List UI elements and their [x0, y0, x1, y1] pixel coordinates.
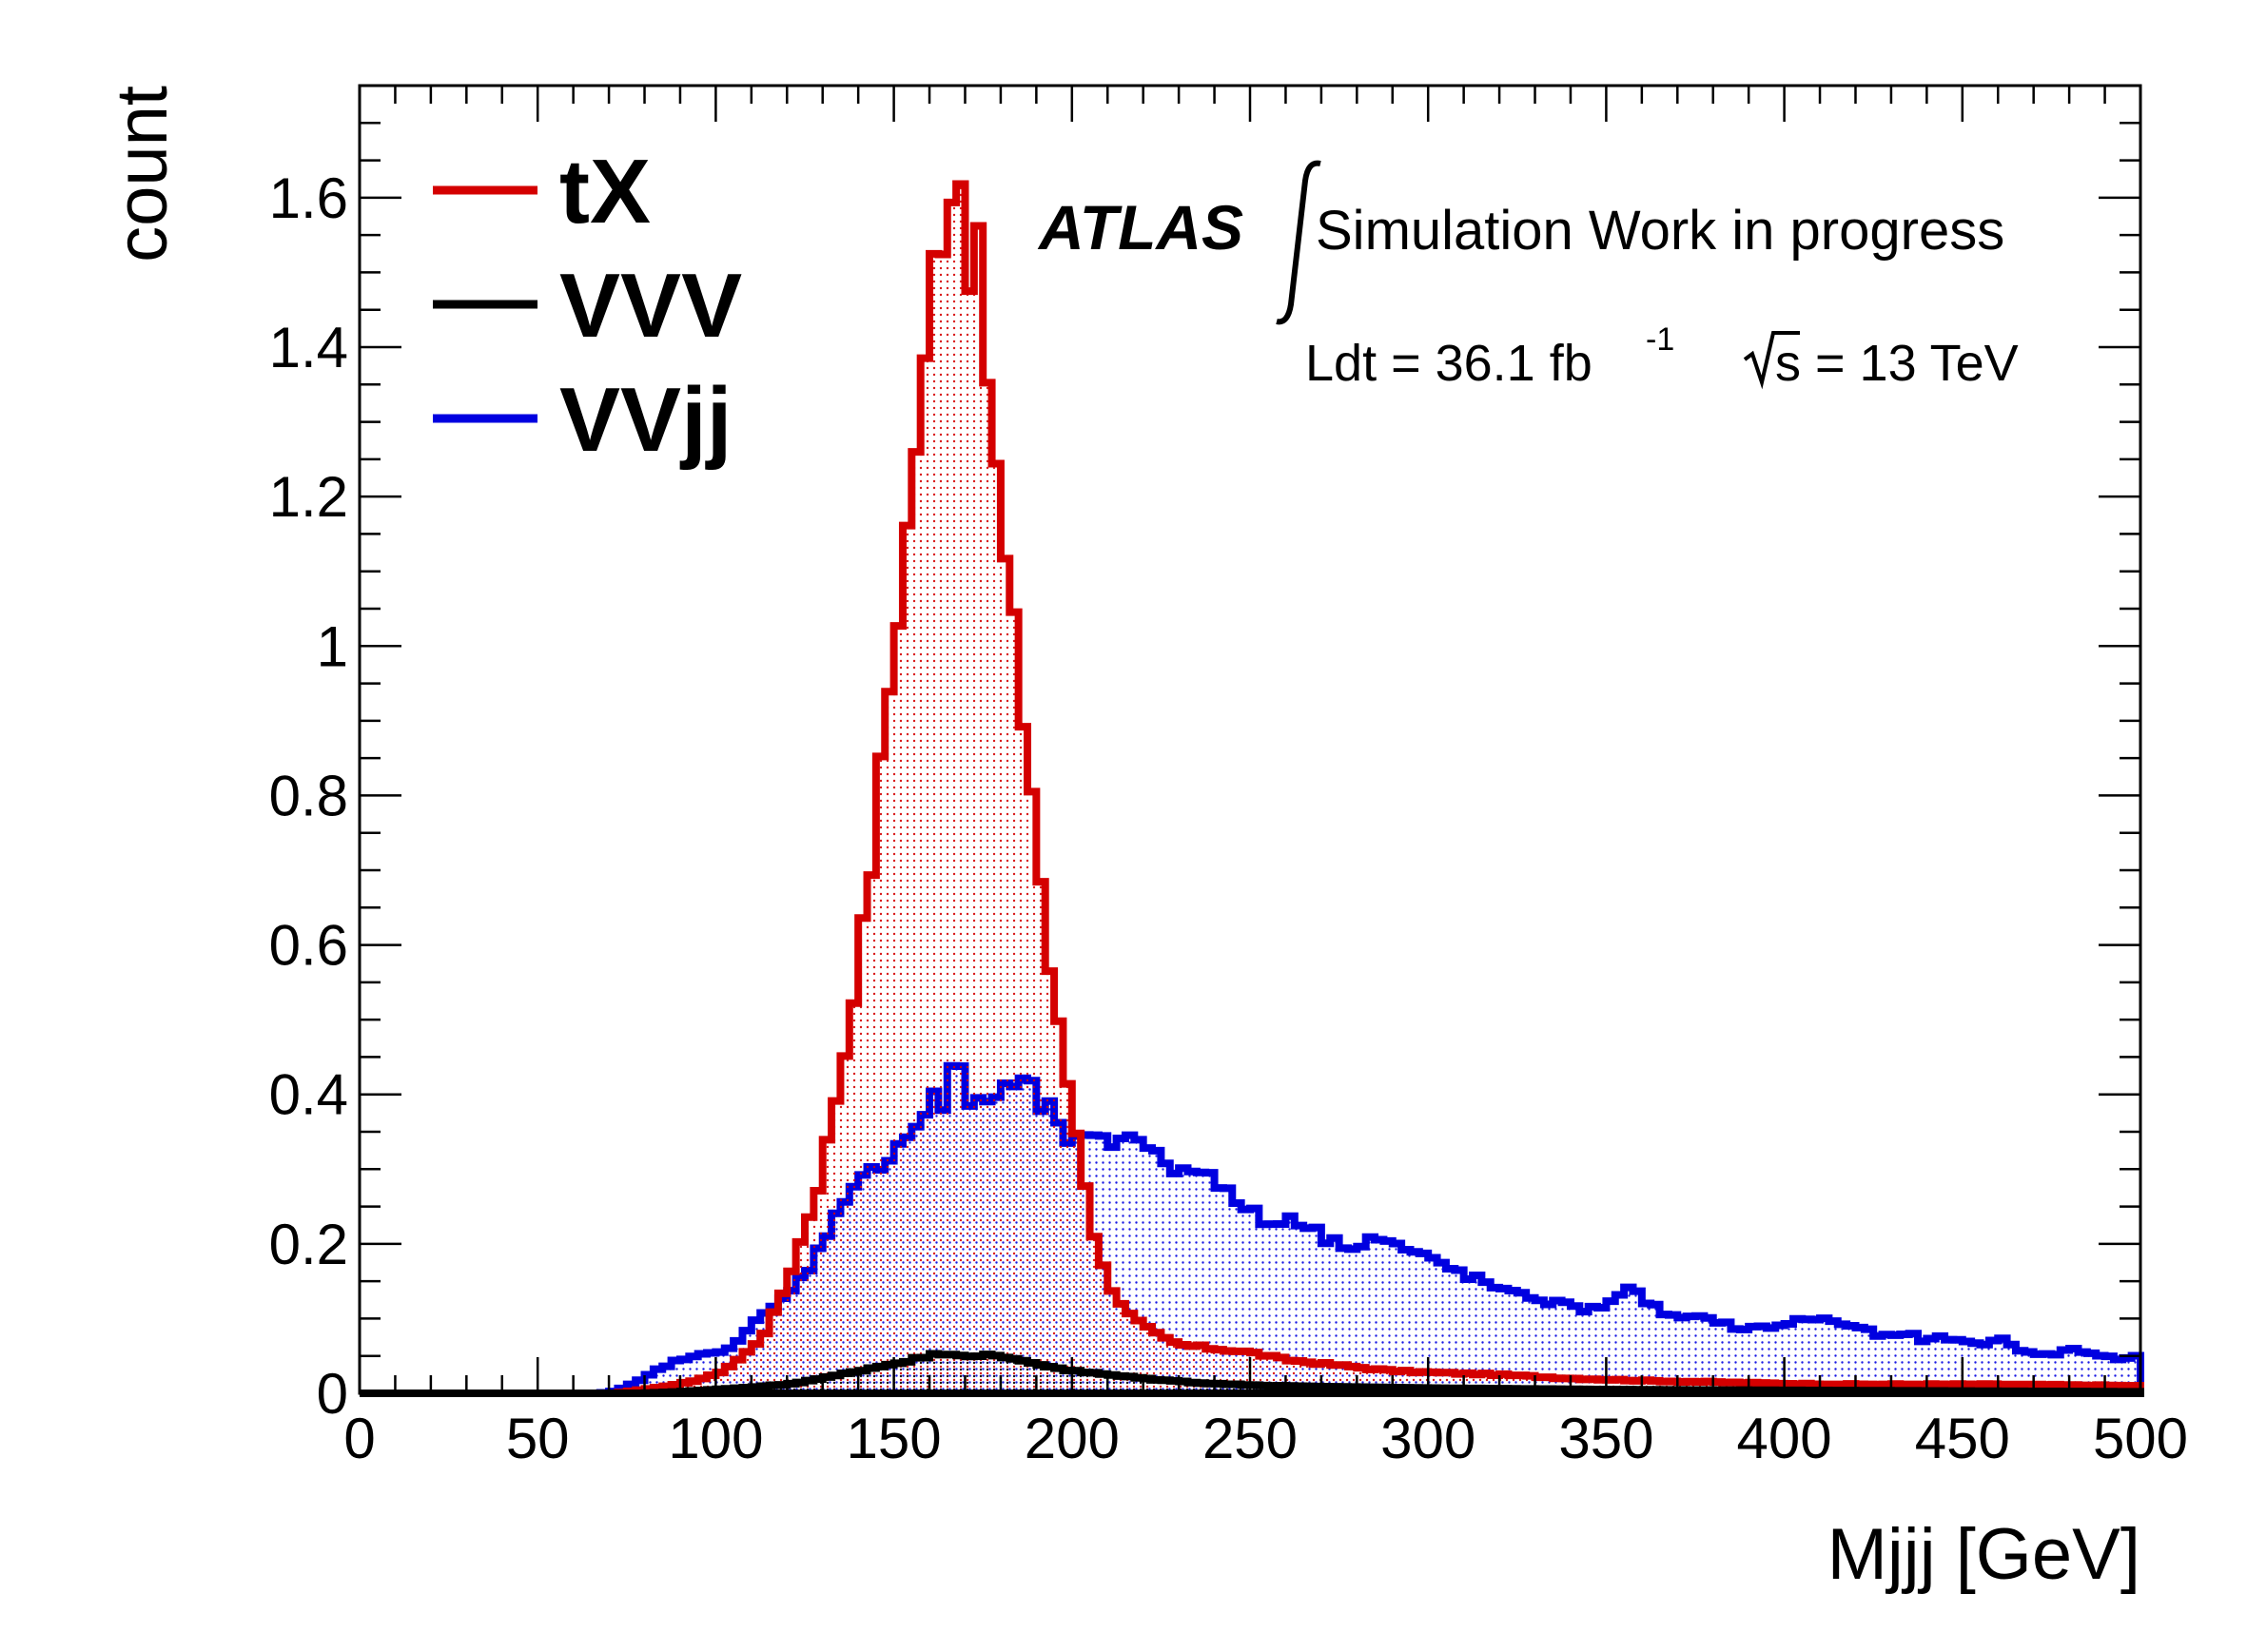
- y-tick-label: 1.4: [269, 316, 348, 379]
- energy-text: s = 13 TeV: [1775, 335, 2019, 392]
- series-vvjj: [360, 1061, 2144, 1397]
- atlas-status-text: Simulation Work in progress: [1316, 200, 2004, 262]
- y-tick-label: 0.4: [269, 1063, 348, 1127]
- legend: tX VVV VVjj: [433, 141, 742, 471]
- y-tick-label: 1.6: [269, 166, 348, 230]
- atlas-experiment-text: ATLAS: [1037, 192, 1243, 262]
- legend-entry-vvv: VVV: [433, 255, 742, 357]
- x-tick-label: 100: [668, 1407, 763, 1470]
- legend-entry-tx: tX: [433, 141, 651, 243]
- x-tick-label: 350: [1558, 1407, 1653, 1470]
- x-tick-label: 400: [1737, 1407, 1832, 1470]
- series-tx-outline: [360, 180, 2144, 1397]
- x-axis-title: Mjjj [GeV]: [1827, 1514, 2140, 1595]
- y-tick-labels: 0 0.2 0.4 0.6 0.8 1 1.2 1.4 1.6: [269, 166, 348, 1426]
- axis-ticks: [358, 84, 2142, 1395]
- atlas-label: ATLAS Simulation Work in progress: [1037, 192, 2004, 262]
- x-tick-label: 50: [506, 1407, 570, 1470]
- sqrt-sign: [1743, 331, 1800, 390]
- y-tick-label: 0.8: [269, 764, 348, 827]
- series-vvjj-outline: [360, 1061, 2144, 1397]
- series-layer: [360, 180, 2144, 1397]
- luminosity-label: Ldt = 36.1 fb -1 s = 13 TeV: [1276, 160, 2019, 392]
- x-tick-label: 150: [847, 1407, 942, 1470]
- y-tick-label: 0.6: [269, 914, 348, 978]
- x-tick-labels: 0 50 100 150 200 250 300 350 400 450 500: [343, 1407, 2188, 1470]
- series-tx: [360, 180, 2144, 1397]
- series-vvjj-fill: [360, 1065, 2140, 1393]
- x-tick-label: 0: [343, 1407, 375, 1470]
- y-tick-label: 1: [317, 614, 348, 678]
- x-tick-label: 300: [1380, 1407, 1475, 1470]
- legend-label: tX: [559, 141, 651, 243]
- y-axis-title: count: [102, 86, 183, 262]
- lumi-text: Ldt = 36.1 fb: [1305, 335, 1592, 392]
- x-tick-label: 450: [1915, 1407, 2010, 1470]
- y-tick-label: 1.2: [269, 465, 348, 529]
- x-tick-label: 250: [1202, 1407, 1298, 1470]
- lumi-exponent: -1: [1646, 321, 1674, 358]
- legend-label: VVjj: [559, 369, 732, 471]
- y-tick-label: 0: [317, 1362, 348, 1426]
- x-tick-label: 500: [2093, 1407, 2188, 1470]
- x-tick-label: 200: [1025, 1407, 1120, 1470]
- legend-entry-vvjj: VVjj: [433, 369, 732, 471]
- integral-sign: [1276, 160, 1321, 325]
- legend-label: VVV: [559, 255, 742, 357]
- y-tick-label: 0.2: [269, 1213, 348, 1276]
